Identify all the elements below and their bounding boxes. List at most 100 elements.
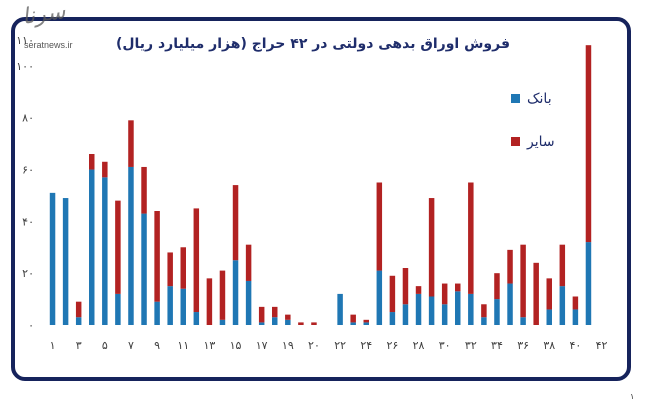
chart-title: فروش اوراق بدهی دولتی در ۴۲ حراج (هزار م…	[115, 36, 510, 52]
bar-segment-other	[533, 262, 539, 325]
bar-segment-other	[180, 247, 186, 289]
bar-segment-bank	[546, 309, 552, 325]
bar-segment-other	[402, 268, 409, 305]
bar-segment-bank	[193, 312, 200, 325]
x-tick-label: ۳۸	[543, 339, 555, 352]
bar-segment-other	[232, 185, 239, 261]
bar-segment-other	[285, 314, 291, 320]
bar-segment-bank	[376, 270, 383, 325]
x-tick-label: ۱	[50, 339, 56, 352]
bar-segment-other	[572, 296, 579, 310]
x-axis: ۱ ۳ ۵ ۷ ۹ ۱۱ ۱۳ ۱۵ ۱۷ ۱۹ ۲۰ ۲۲ ۲۴ ۲۶ ۲۸ ۳۰ ۳۲ ۳۴ ۳۶ ۳۸ ۴۰ ۴۲	[50, 339, 608, 352]
bar-segment-bank	[350, 322, 356, 325]
y-tick-label: ۱۰۰	[16, 60, 34, 73]
bar-segment-bank	[102, 177, 108, 325]
x-tick-label: ۳۴	[491, 339, 503, 352]
y-tick-label: ۸۰	[22, 112, 34, 125]
bar-segment-other	[376, 182, 383, 271]
bar-segment-other	[272, 306, 278, 318]
x-tick-label: ۲۶	[386, 339, 398, 352]
x-tick-label: ۵	[102, 339, 108, 352]
bar-segment-bank	[337, 293, 343, 325]
y-axis: ۰ ۲۰ ۴۰ ۶۰ ۸۰ ۱۰۰ ۱۱۰	[16, 34, 34, 332]
bar-segment-bank	[468, 293, 474, 325]
page-number: ۱	[630, 392, 635, 401]
bar-segment-other	[546, 278, 552, 310]
bar-segment-other	[585, 45, 592, 243]
bar-segment-other	[389, 275, 396, 313]
bar-segment-bank	[402, 304, 409, 325]
bar-segment-other	[102, 161, 108, 178]
bar-segment-other	[415, 286, 422, 294]
bar-segment-bank	[258, 322, 265, 325]
x-tick-label: ۱۵	[230, 339, 242, 352]
bar-segment-other	[311, 322, 317, 325]
bar-segment-other	[167, 252, 173, 287]
x-tick-label: ۳	[76, 339, 82, 352]
bar-segment-other	[350, 314, 356, 323]
bar-segment-other	[89, 154, 95, 170]
bar-segment-other	[428, 198, 435, 297]
bar-segment-other	[219, 270, 226, 320]
bar-segment-other	[507, 249, 513, 284]
bar-segment-bank	[49, 192, 56, 325]
bar-segment-bank	[232, 260, 239, 325]
bar-segment-other	[193, 208, 200, 313]
legend-label: سایر	[526, 134, 555, 150]
bar-segment-bank	[89, 169, 95, 325]
bar-segment-bank	[507, 283, 513, 325]
y-tick-label: ۲۰	[22, 267, 34, 280]
bar-segment-bank	[585, 242, 592, 325]
bar-segment-bank	[572, 309, 579, 325]
bar-segment-bank	[167, 286, 173, 325]
x-tick-label: ۴۲	[596, 339, 608, 352]
x-tick-label: ۳۶	[517, 339, 529, 352]
bar-segment-bank	[455, 291, 461, 325]
bar-segment-other	[128, 120, 134, 167]
chart-frame	[11, 17, 631, 381]
x-tick-label: ۲۴	[360, 339, 372, 352]
bar-segment-bank	[441, 304, 448, 325]
x-tick-label: ۷	[128, 339, 134, 352]
bar-segment-other	[115, 200, 121, 294]
bar-segment-other	[298, 322, 304, 325]
x-tick-label: ۹	[154, 339, 160, 352]
bar-segment-bank	[141, 213, 147, 325]
bar-segment-other	[559, 244, 566, 287]
bar-segment-bank	[481, 317, 487, 325]
bar-segment-bank	[389, 312, 396, 325]
bar-segment-bank	[180, 288, 186, 325]
watermark-site: seratnews.ir	[24, 40, 73, 50]
bar-segment-bank	[415, 293, 422, 325]
x-tick-label: ۳۰	[439, 339, 451, 352]
bar-segment-other	[441, 283, 448, 305]
bar-segment-bank	[115, 293, 121, 325]
x-tick-label: ۲۸	[413, 339, 425, 352]
bar-segment-other	[258, 306, 265, 323]
bar-segment-bank	[559, 286, 566, 325]
y-tick-label: ۰	[28, 319, 34, 332]
watermark: سرنا seratnews.ir	[4, 0, 104, 50]
bar-segment-bank	[363, 322, 369, 325]
x-tick-label: ۲۲	[334, 339, 346, 352]
bar-segment-other	[468, 182, 474, 294]
x-tick-label: ۱۷	[256, 339, 268, 352]
bar-segment-other	[520, 244, 526, 318]
legend-swatch	[511, 137, 520, 146]
bar-segment-bank	[154, 301, 160, 325]
bar-segment-other	[245, 244, 252, 281]
bar-segment-bank	[428, 296, 435, 325]
bar-segment-other	[141, 166, 147, 214]
bar-segment-other	[481, 304, 487, 318]
y-tick-label: ۱۱۰	[16, 34, 34, 47]
bar-segment-bank	[272, 317, 278, 325]
x-tick-label: ۳۲	[465, 339, 477, 352]
legend-swatch	[511, 94, 520, 103]
bar-segment-bank	[219, 319, 226, 325]
bar-segment-bank	[285, 319, 291, 325]
x-tick-label: ۴۰	[569, 339, 581, 352]
bar-segment-other	[206, 278, 213, 325]
bar-segment-bank	[128, 166, 134, 325]
bar-segment-bank	[62, 198, 69, 325]
